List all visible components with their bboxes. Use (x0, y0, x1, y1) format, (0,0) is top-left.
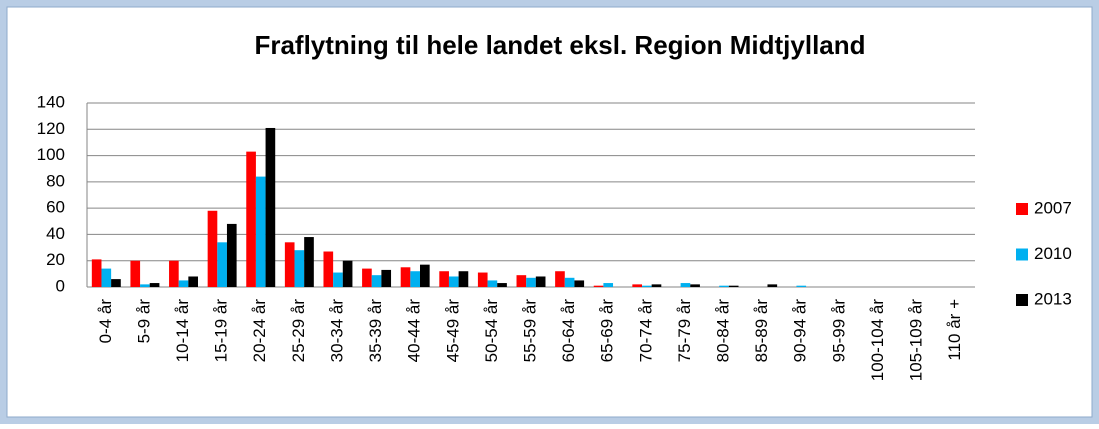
legend-swatch (1016, 294, 1028, 306)
bar (284, 242, 295, 287)
bar (564, 277, 575, 287)
bar (487, 280, 498, 287)
bar (342, 260, 353, 287)
x-tick-label: 40-44 år (405, 299, 424, 363)
bar (207, 210, 218, 287)
bar (246, 151, 256, 287)
bar (420, 264, 430, 287)
bar (130, 260, 141, 287)
x-tick-label: 55-59 år (520, 299, 539, 363)
bar (169, 260, 179, 287)
x-tick-label: 25-29 år (289, 299, 308, 363)
legend-label: 2007 (1034, 198, 1072, 217)
bar (603, 283, 614, 287)
x-tick-label: 65-69 år (598, 299, 617, 363)
y-tick-label: 100 (37, 145, 65, 164)
bar (410, 271, 420, 287)
bar (381, 269, 392, 287)
x-tick-label: 110 år + (945, 299, 964, 361)
x-tick-label: 70-74 år (636, 299, 655, 363)
bar (574, 280, 585, 287)
y-tick-label: 140 (37, 92, 65, 111)
bar (371, 275, 382, 287)
bar (555, 271, 565, 287)
bar (593, 285, 604, 287)
bar (516, 275, 527, 287)
bar (294, 250, 305, 287)
bar (680, 283, 691, 287)
bar (448, 276, 459, 287)
bar (526, 277, 536, 287)
x-tick-label: 0-4 år (96, 299, 115, 344)
bar (719, 285, 729, 287)
bar (632, 284, 642, 287)
bar (400, 267, 411, 287)
x-tick-label: 100-104 år (868, 299, 887, 382)
bar (362, 268, 372, 287)
bar (226, 223, 237, 287)
x-tick-label: 95-99 år (829, 299, 848, 363)
chart-title: Fraflytning til hele landet eksl. Region… (254, 30, 865, 60)
legend-swatch (1016, 248, 1028, 261)
bar (690, 284, 700, 287)
bar (149, 283, 160, 287)
x-tick-label: 15-19 år (212, 299, 231, 363)
bar (304, 237, 314, 287)
bar (111, 279, 121, 287)
bar (323, 251, 334, 287)
y-tick-label: 120 (37, 119, 65, 138)
x-tick-label: 105-109 år (907, 299, 926, 382)
x-tick-label: 75-79 år (675, 299, 694, 363)
bar (535, 276, 546, 287)
bar (767, 284, 778, 287)
bar (796, 285, 807, 287)
bar (651, 284, 662, 287)
bar (91, 259, 102, 287)
y-tick-label: 0 (56, 276, 65, 295)
bar (178, 280, 189, 287)
bar (642, 285, 652, 287)
x-tick-label: 90-94 år (791, 299, 810, 363)
x-tick-label: 10-14 år (173, 299, 192, 363)
bar (217, 242, 227, 287)
x-tick-label: 20-24 år (250, 299, 269, 363)
y-tick-label: 80 (46, 171, 65, 190)
chart-area (6, 6, 1093, 418)
bar (728, 285, 739, 287)
x-tick-label: 80-84 år (714, 299, 733, 363)
bar (497, 283, 507, 287)
legend-label: 2013 (1034, 289, 1072, 308)
x-tick-label: 30-34 år (327, 299, 346, 363)
legend-label: 2010 (1034, 244, 1072, 263)
x-tick-label: 45-49 år (443, 299, 462, 363)
bar (458, 271, 469, 287)
legend-swatch (1016, 203, 1028, 215)
x-tick-label: 5-9 år (134, 299, 153, 344)
y-tick-label: 40 (46, 224, 65, 243)
bar (439, 271, 449, 287)
y-tick-label: 60 (46, 198, 65, 217)
bar (477, 272, 488, 287)
bar (188, 276, 198, 287)
bar (265, 127, 276, 287)
bar (333, 272, 343, 287)
x-tick-label: 60-64 år (559, 299, 578, 363)
bar (140, 284, 150, 287)
bar (101, 268, 112, 287)
x-tick-label: 35-39 år (366, 299, 385, 363)
x-tick-label: 85-89 år (752, 299, 771, 363)
bar (255, 176, 266, 287)
y-tick-label: 20 (46, 250, 65, 269)
x-tick-label: 50-54 år (482, 299, 501, 363)
